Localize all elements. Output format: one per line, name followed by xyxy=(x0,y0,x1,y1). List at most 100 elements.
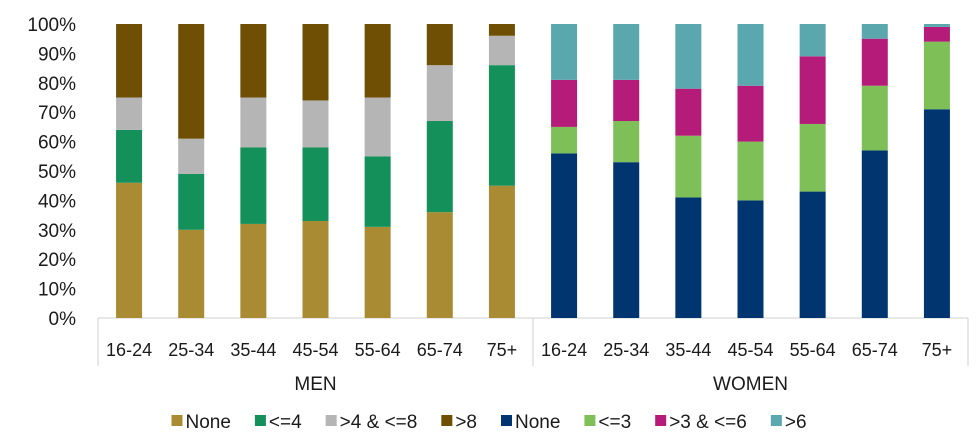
x-category-label: 55-64 xyxy=(355,340,401,360)
bar-segment xyxy=(737,141,764,201)
bar-segment xyxy=(799,56,826,124)
x-category-label: 35-44 xyxy=(230,340,276,360)
bar-segment xyxy=(923,109,950,318)
bar-segment xyxy=(675,24,702,89)
bar-segment xyxy=(178,24,205,139)
bar-segment xyxy=(488,35,515,66)
bar-segment xyxy=(613,79,640,122)
bar-segment xyxy=(923,26,950,42)
bar-segment xyxy=(675,88,702,136)
legend-label: <=3 xyxy=(598,412,631,432)
bar-segment xyxy=(302,100,329,148)
bar-segment xyxy=(488,185,515,318)
bar-segment xyxy=(426,65,453,122)
y-tick-label: 20% xyxy=(38,250,76,271)
bar-segment xyxy=(240,223,267,318)
legend-swatch xyxy=(655,415,667,426)
x-category-label: 35-44 xyxy=(665,340,711,360)
bar-segment xyxy=(364,156,391,227)
y-tick-label: 10% xyxy=(38,280,76,301)
bar-segment xyxy=(861,150,888,318)
bar-segment xyxy=(551,24,578,80)
bar-segment xyxy=(737,85,764,142)
bar-segment xyxy=(861,85,888,151)
bar-segment xyxy=(240,147,267,224)
y-tick-label: 70% xyxy=(38,103,76,124)
x-category-label: 65-74 xyxy=(852,340,898,360)
bar-segment xyxy=(240,97,267,148)
x-category-label: 65-74 xyxy=(417,340,463,360)
bar-segment xyxy=(861,24,888,39)
bar-segment xyxy=(613,162,640,318)
bar-segment xyxy=(737,200,764,318)
bar-segment xyxy=(178,173,205,230)
bar-segment xyxy=(364,97,391,157)
bar-segment xyxy=(364,24,391,98)
group-label: MEN xyxy=(294,374,336,395)
bar-segment xyxy=(116,97,143,130)
bar-segment xyxy=(613,24,640,80)
y-tick-label: 100% xyxy=(27,15,76,36)
bar-segment xyxy=(923,41,950,110)
group-label: WOMEN xyxy=(713,374,788,395)
bar-segment xyxy=(116,24,143,98)
x-category-label: 45-54 xyxy=(727,340,773,360)
bar-segment xyxy=(178,138,205,174)
bar-segment xyxy=(116,129,143,183)
bar-segment xyxy=(488,65,515,186)
bar-segment xyxy=(364,226,391,318)
x-category-label: 45-54 xyxy=(292,340,338,360)
bar-segment xyxy=(240,24,267,98)
legend-label: None xyxy=(515,412,560,432)
legend-label: >4 & <=8 xyxy=(340,412,418,432)
legend-swatch xyxy=(584,415,596,426)
bar-segment xyxy=(178,229,205,318)
bar-segment xyxy=(675,135,702,198)
x-category-label: 25-34 xyxy=(168,340,214,360)
legend-swatch xyxy=(441,415,453,426)
x-category-label: 75+ xyxy=(922,340,953,360)
x-category-label: 75+ xyxy=(487,340,518,360)
y-tick-label: 90% xyxy=(38,44,76,65)
bar-segment xyxy=(923,24,950,27)
legend-swatch xyxy=(501,415,512,426)
bar-segment xyxy=(799,191,826,318)
bar-segment xyxy=(426,24,453,66)
bar-segment xyxy=(737,24,764,86)
legend-swatch xyxy=(254,415,266,426)
y-tick-label: 50% xyxy=(38,162,76,183)
y-tick-label: 60% xyxy=(38,133,76,154)
legend-swatch xyxy=(325,415,337,426)
x-category-label: 25-34 xyxy=(603,340,649,360)
bar-segment xyxy=(302,24,329,101)
bar-segment xyxy=(488,24,515,36)
legend-swatch xyxy=(171,415,183,426)
bar-segment xyxy=(302,147,329,221)
legend-label: <=4 xyxy=(269,412,302,432)
bar-segment xyxy=(799,123,826,192)
x-category-label: 16-24 xyxy=(541,340,587,360)
legend-label: None xyxy=(185,412,230,432)
bar-segment xyxy=(551,126,578,154)
legend-swatch xyxy=(770,415,782,426)
bar-segment xyxy=(302,220,329,318)
y-tick-label: 40% xyxy=(38,191,76,212)
x-category-label: 55-64 xyxy=(790,340,836,360)
y-tick-label: 0% xyxy=(49,309,77,330)
bar-segment xyxy=(799,24,826,57)
legend-label: >8 xyxy=(455,412,477,432)
bar-segment xyxy=(861,38,888,86)
bar-segment xyxy=(551,79,578,127)
bar-segment xyxy=(675,197,702,318)
bar-segment xyxy=(116,182,143,318)
bar-segment xyxy=(426,212,453,318)
bar-segment xyxy=(551,153,578,318)
bar-segment xyxy=(426,121,453,213)
y-tick-label: 30% xyxy=(38,221,76,242)
x-category-label: 16-24 xyxy=(106,340,152,360)
y-tick-label: 80% xyxy=(38,74,76,95)
legend-label: >6 xyxy=(785,412,807,432)
legend-label: >3 & <=6 xyxy=(669,412,747,432)
